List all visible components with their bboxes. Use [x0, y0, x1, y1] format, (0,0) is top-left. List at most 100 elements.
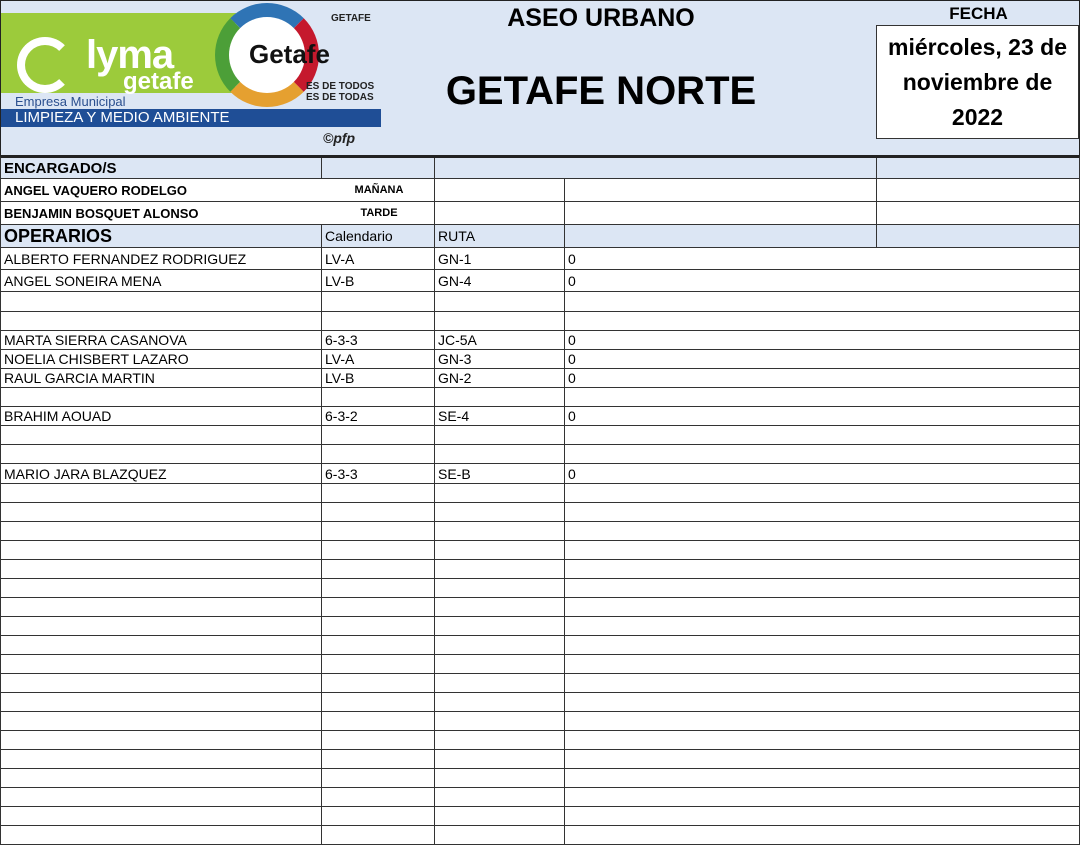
operator-calendar-cell[interactable] [321, 426, 434, 444]
operator-name-cell[interactable] [1, 674, 321, 692]
operator-route-cell[interactable] [434, 750, 564, 768]
operator-calendar-cell[interactable] [321, 598, 434, 616]
operator-name-cell[interactable] [1, 731, 321, 749]
operator-calendar-cell[interactable] [321, 541, 434, 559]
operator-calendar-cell[interactable] [321, 503, 434, 521]
operator-name-cell[interactable] [1, 788, 321, 806]
operator-calendar-cell[interactable] [321, 636, 434, 654]
operator-name-cell[interactable]: MARIO JARA BLAZQUEZ [4, 465, 167, 482]
operator-value-cell[interactable] [564, 693, 1079, 711]
operator-name-cell[interactable] [1, 484, 321, 502]
operator-route-cell[interactable]: SE-4 [434, 407, 564, 425]
operator-route-cell[interactable] [434, 426, 564, 444]
operator-name-cell[interactable] [1, 617, 321, 635]
operator-value-cell[interactable] [564, 484, 1079, 502]
operator-value-cell[interactable]: 0 [564, 270, 1079, 291]
operator-route-cell[interactable] [434, 788, 564, 806]
operator-route-cell[interactable] [434, 503, 564, 521]
operator-name-cell[interactable]: NOELIA CHISBERT LAZARO [4, 351, 189, 367]
operator-calendar-cell[interactable] [321, 731, 434, 749]
operator-value-cell[interactable] [564, 674, 1079, 692]
operator-route-cell[interactable] [434, 826, 564, 844]
operator-value-cell[interactable] [564, 522, 1079, 540]
cell[interactable] [876, 158, 1079, 178]
operator-route-cell[interactable]: JC-5A [434, 331, 564, 349]
operator-calendar-cell[interactable] [321, 445, 434, 463]
operator-name-cell[interactable] [1, 826, 321, 844]
operator-name-cell[interactable] [1, 598, 321, 616]
operator-route-cell[interactable] [434, 541, 564, 559]
operator-name-cell[interactable] [1, 579, 321, 597]
operator-route-cell[interactable] [434, 579, 564, 597]
operator-calendar-cell[interactable]: LV-A [321, 248, 434, 269]
operator-calendar-cell[interactable] [321, 292, 434, 311]
operator-name-cell[interactable] [1, 807, 321, 825]
cell[interactable] [876, 202, 1079, 224]
operator-route-cell[interactable]: GN-2 [434, 369, 564, 387]
operator-calendar-cell[interactable] [321, 788, 434, 806]
cell[interactable] [564, 179, 876, 201]
operator-route-cell[interactable] [434, 655, 564, 673]
operator-name-cell[interactable]: ALBERTO FERNANDEZ RODRIGUEZ [4, 250, 247, 267]
operator-name-cell[interactable]: BRAHIM AOUAD [4, 408, 112, 424]
operator-name-cell[interactable] [1, 522, 321, 540]
cell[interactable] [434, 202, 564, 224]
operator-value-cell[interactable] [564, 598, 1079, 616]
cell[interactable] [321, 158, 434, 178]
operator-route-cell[interactable]: GN-3 [434, 350, 564, 368]
operator-name-cell[interactable] [1, 445, 321, 463]
operator-name-cell[interactable]: RAUL GARCIA MARTIN [4, 370, 155, 386]
operator-calendar-cell[interactable]: LV-B [321, 369, 434, 387]
operator-value-cell[interactable] [564, 826, 1079, 844]
operator-calendar-cell[interactable] [321, 712, 434, 730]
operator-calendar-cell[interactable] [321, 522, 434, 540]
date-cell[interactable]: miércoles, 23 de noviembre de 2022 [876, 25, 1079, 139]
operator-value-cell[interactable] [564, 503, 1079, 521]
operator-value-cell[interactable] [564, 617, 1079, 635]
operator-name-cell[interactable] [1, 541, 321, 559]
operator-name-cell[interactable]: ANGEL SONEIRA MENA [4, 272, 162, 289]
operator-calendar-cell[interactable]: 6-3-3 [321, 464, 434, 483]
operator-name-cell[interactable] [1, 388, 321, 406]
operator-value-cell[interactable] [564, 807, 1079, 825]
operator-calendar-cell[interactable]: 6-3-3 [321, 331, 434, 349]
supervisor-shift[interactable]: MAÑANA [354, 184, 404, 196]
operator-value-cell[interactable] [564, 788, 1079, 806]
operator-value-cell[interactable] [564, 445, 1079, 463]
operator-calendar-cell[interactable] [321, 693, 434, 711]
operator-name-cell[interactable] [1, 769, 321, 787]
operator-route-cell[interactable] [434, 560, 564, 578]
operator-route-cell[interactable] [434, 484, 564, 502]
operator-name-cell[interactable] [1, 292, 321, 311]
operator-name-cell[interactable] [1, 560, 321, 578]
cell[interactable] [876, 179, 1079, 201]
operator-calendar-cell[interactable] [321, 388, 434, 406]
operator-value-cell[interactable] [564, 750, 1079, 768]
operator-route-cell[interactable] [434, 312, 564, 330]
operator-value-cell[interactable]: 0 [564, 331, 1079, 349]
operator-calendar-cell[interactable] [321, 655, 434, 673]
operator-value-cell[interactable] [564, 655, 1079, 673]
operator-route-cell[interactable] [434, 807, 564, 825]
operator-calendar-cell[interactable] [321, 579, 434, 597]
operator-value-cell[interactable] [564, 388, 1079, 406]
cell[interactable] [434, 179, 564, 201]
operator-calendar-cell[interactable]: LV-B [321, 270, 434, 291]
operator-value-cell[interactable]: 0 [564, 369, 1079, 387]
operator-name-cell[interactable] [1, 693, 321, 711]
cell[interactable] [876, 225, 1079, 247]
operator-value-cell[interactable] [564, 312, 1079, 330]
supervisor-name[interactable]: BENJAMIN BOSQUET ALONSO [4, 205, 199, 221]
operator-name-cell[interactable] [1, 655, 321, 673]
operator-route-cell[interactable]: GN-1 [434, 248, 564, 269]
operator-value-cell[interactable]: 0 [564, 248, 1079, 269]
operator-route-cell[interactable] [434, 522, 564, 540]
operator-route-cell[interactable] [434, 731, 564, 749]
operator-calendar-cell[interactable] [321, 674, 434, 692]
supervisor-shift[interactable]: TARDE [360, 207, 398, 219]
operator-route-cell[interactable] [434, 388, 564, 406]
operator-route-cell[interactable]: GN-4 [434, 270, 564, 291]
operator-value-cell[interactable] [564, 292, 1079, 311]
operator-route-cell[interactable] [434, 617, 564, 635]
cell[interactable] [564, 202, 876, 224]
